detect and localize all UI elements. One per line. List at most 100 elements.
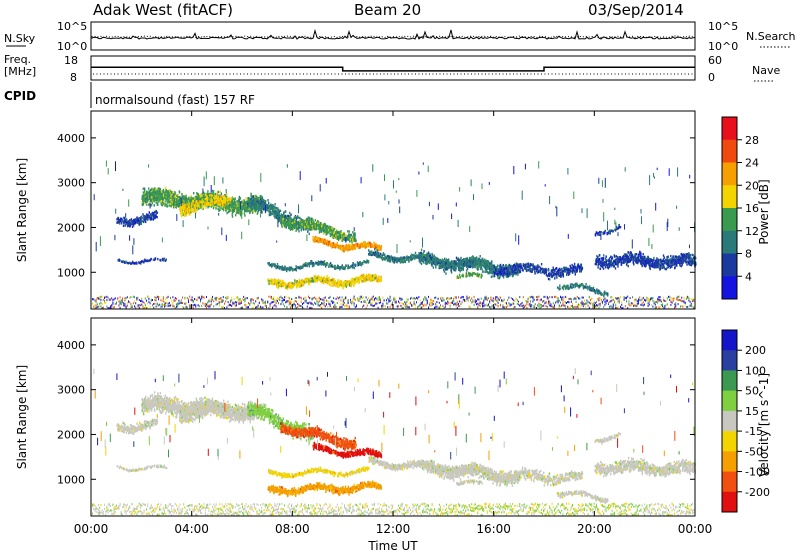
- data-cell: [150, 204, 153, 207]
- data-cell: [284, 221, 286, 225]
- data-cell: [284, 265, 286, 268]
- data-cell: [289, 211, 291, 215]
- data-cell: [414, 251, 417, 255]
- data-cell: [411, 257, 414, 260]
- data-cell: [119, 218, 121, 222]
- nsky-label: N.Sky: [4, 32, 36, 45]
- data-cell: [243, 212, 246, 215]
- data-cell: [349, 238, 352, 241]
- data-cell: [193, 197, 195, 200]
- data-cell: [144, 195, 147, 198]
- data-cell: [260, 197, 262, 201]
- data-cell: [333, 231, 336, 234]
- data-cell: [233, 198, 236, 202]
- data-cell: [179, 202, 181, 205]
- data-cell: [245, 208, 247, 211]
- data-cell: [303, 222, 306, 226]
- data-cell: [190, 201, 192, 205]
- data-cell: [126, 222, 128, 226]
- data-cell: [379, 253, 382, 256]
- data-cell: [364, 260, 367, 264]
- data-cell: [117, 216, 119, 220]
- data-cell: [153, 190, 156, 193]
- data-cell: [313, 276, 315, 279]
- data-cell: [136, 218, 139, 221]
- data-cell: [193, 192, 195, 195]
- data-cell: [120, 219, 122, 223]
- data-cell: [326, 263, 328, 267]
- data-cell: [333, 227, 336, 231]
- data-cell: [168, 192, 170, 195]
- data-cell: [131, 222, 133, 226]
- data-cell: [389, 260, 391, 263]
- data-cell: [274, 203, 276, 206]
- data-cell: [275, 212, 278, 215]
- data-cell: [176, 201, 178, 205]
- data-cell: [187, 200, 189, 203]
- data-cell: [246, 209, 249, 212]
- data-cell: [202, 196, 204, 199]
- data-cell: [155, 198, 157, 202]
- data-cell: [345, 285, 348, 288]
- data-cell: [139, 222, 142, 225]
- data-cell: [287, 282, 290, 285]
- data-cell: [172, 191, 174, 194]
- data-cell: [239, 197, 241, 200]
- data-cell: [348, 236, 350, 239]
- data-cell: [247, 205, 250, 208]
- data-cell: [281, 225, 283, 228]
- data-cell: [129, 223, 132, 227]
- data-cell: [205, 206, 207, 209]
- data-cell: [322, 260, 324, 264]
- data-cell: [164, 191, 166, 195]
- data-cell: [147, 193, 149, 197]
- data-cell: [141, 195, 144, 198]
- data-cell: [336, 241, 338, 245]
- data-cell: [132, 218, 135, 222]
- data-cell: [341, 265, 344, 269]
- data-cell: [280, 217, 282, 220]
- data-cell: [297, 284, 299, 287]
- data-cell: [271, 204, 273, 207]
- data-cell: [189, 196, 191, 200]
- data-cell: [178, 191, 181, 194]
- data-cell: [195, 203, 197, 206]
- data-cell: [321, 227, 324, 230]
- freq-label-1: Freq.: [4, 53, 31, 66]
- data-cell: [345, 233, 347, 237]
- data-cell: [201, 192, 203, 196]
- data-cell: [141, 219, 144, 223]
- data-cell: [176, 194, 178, 197]
- data-cell: [164, 204, 166, 207]
- data-cell: [176, 196, 179, 199]
- data-cell: [249, 206, 251, 209]
- data-cell: [328, 263, 330, 266]
- data-cell: [127, 222, 129, 225]
- data-cell: [243, 204, 245, 207]
- data-cell: [154, 187, 156, 190]
- data-cell: [166, 193, 169, 196]
- data-cell: [154, 216, 156, 219]
- data-cell: [338, 237, 341, 240]
- data-cell: [312, 218, 314, 221]
- data-cell: [352, 246, 354, 249]
- data-cell: [340, 282, 343, 285]
- data-cell: [176, 203, 178, 206]
- data-cell: [275, 279, 277, 282]
- data-cell: [201, 200, 203, 204]
- data-cell: [229, 201, 231, 204]
- data-cell: [291, 281, 293, 285]
- data-cell: [384, 253, 386, 256]
- data-cell: [146, 196, 148, 200]
- cpid-text: normalsound (fast) 157 RF: [95, 93, 255, 107]
- data-cell: [232, 197, 234, 201]
- data-cell: [350, 233, 352, 237]
- data-cell: [324, 277, 326, 280]
- data-cell: [319, 238, 321, 241]
- data-cell: [170, 205, 172, 208]
- data-cell: [290, 213, 292, 216]
- data-cell: [184, 199, 187, 203]
- data-cell: [143, 190, 146, 194]
- data-cell: [189, 206, 192, 209]
- data-cell: [311, 259, 313, 263]
